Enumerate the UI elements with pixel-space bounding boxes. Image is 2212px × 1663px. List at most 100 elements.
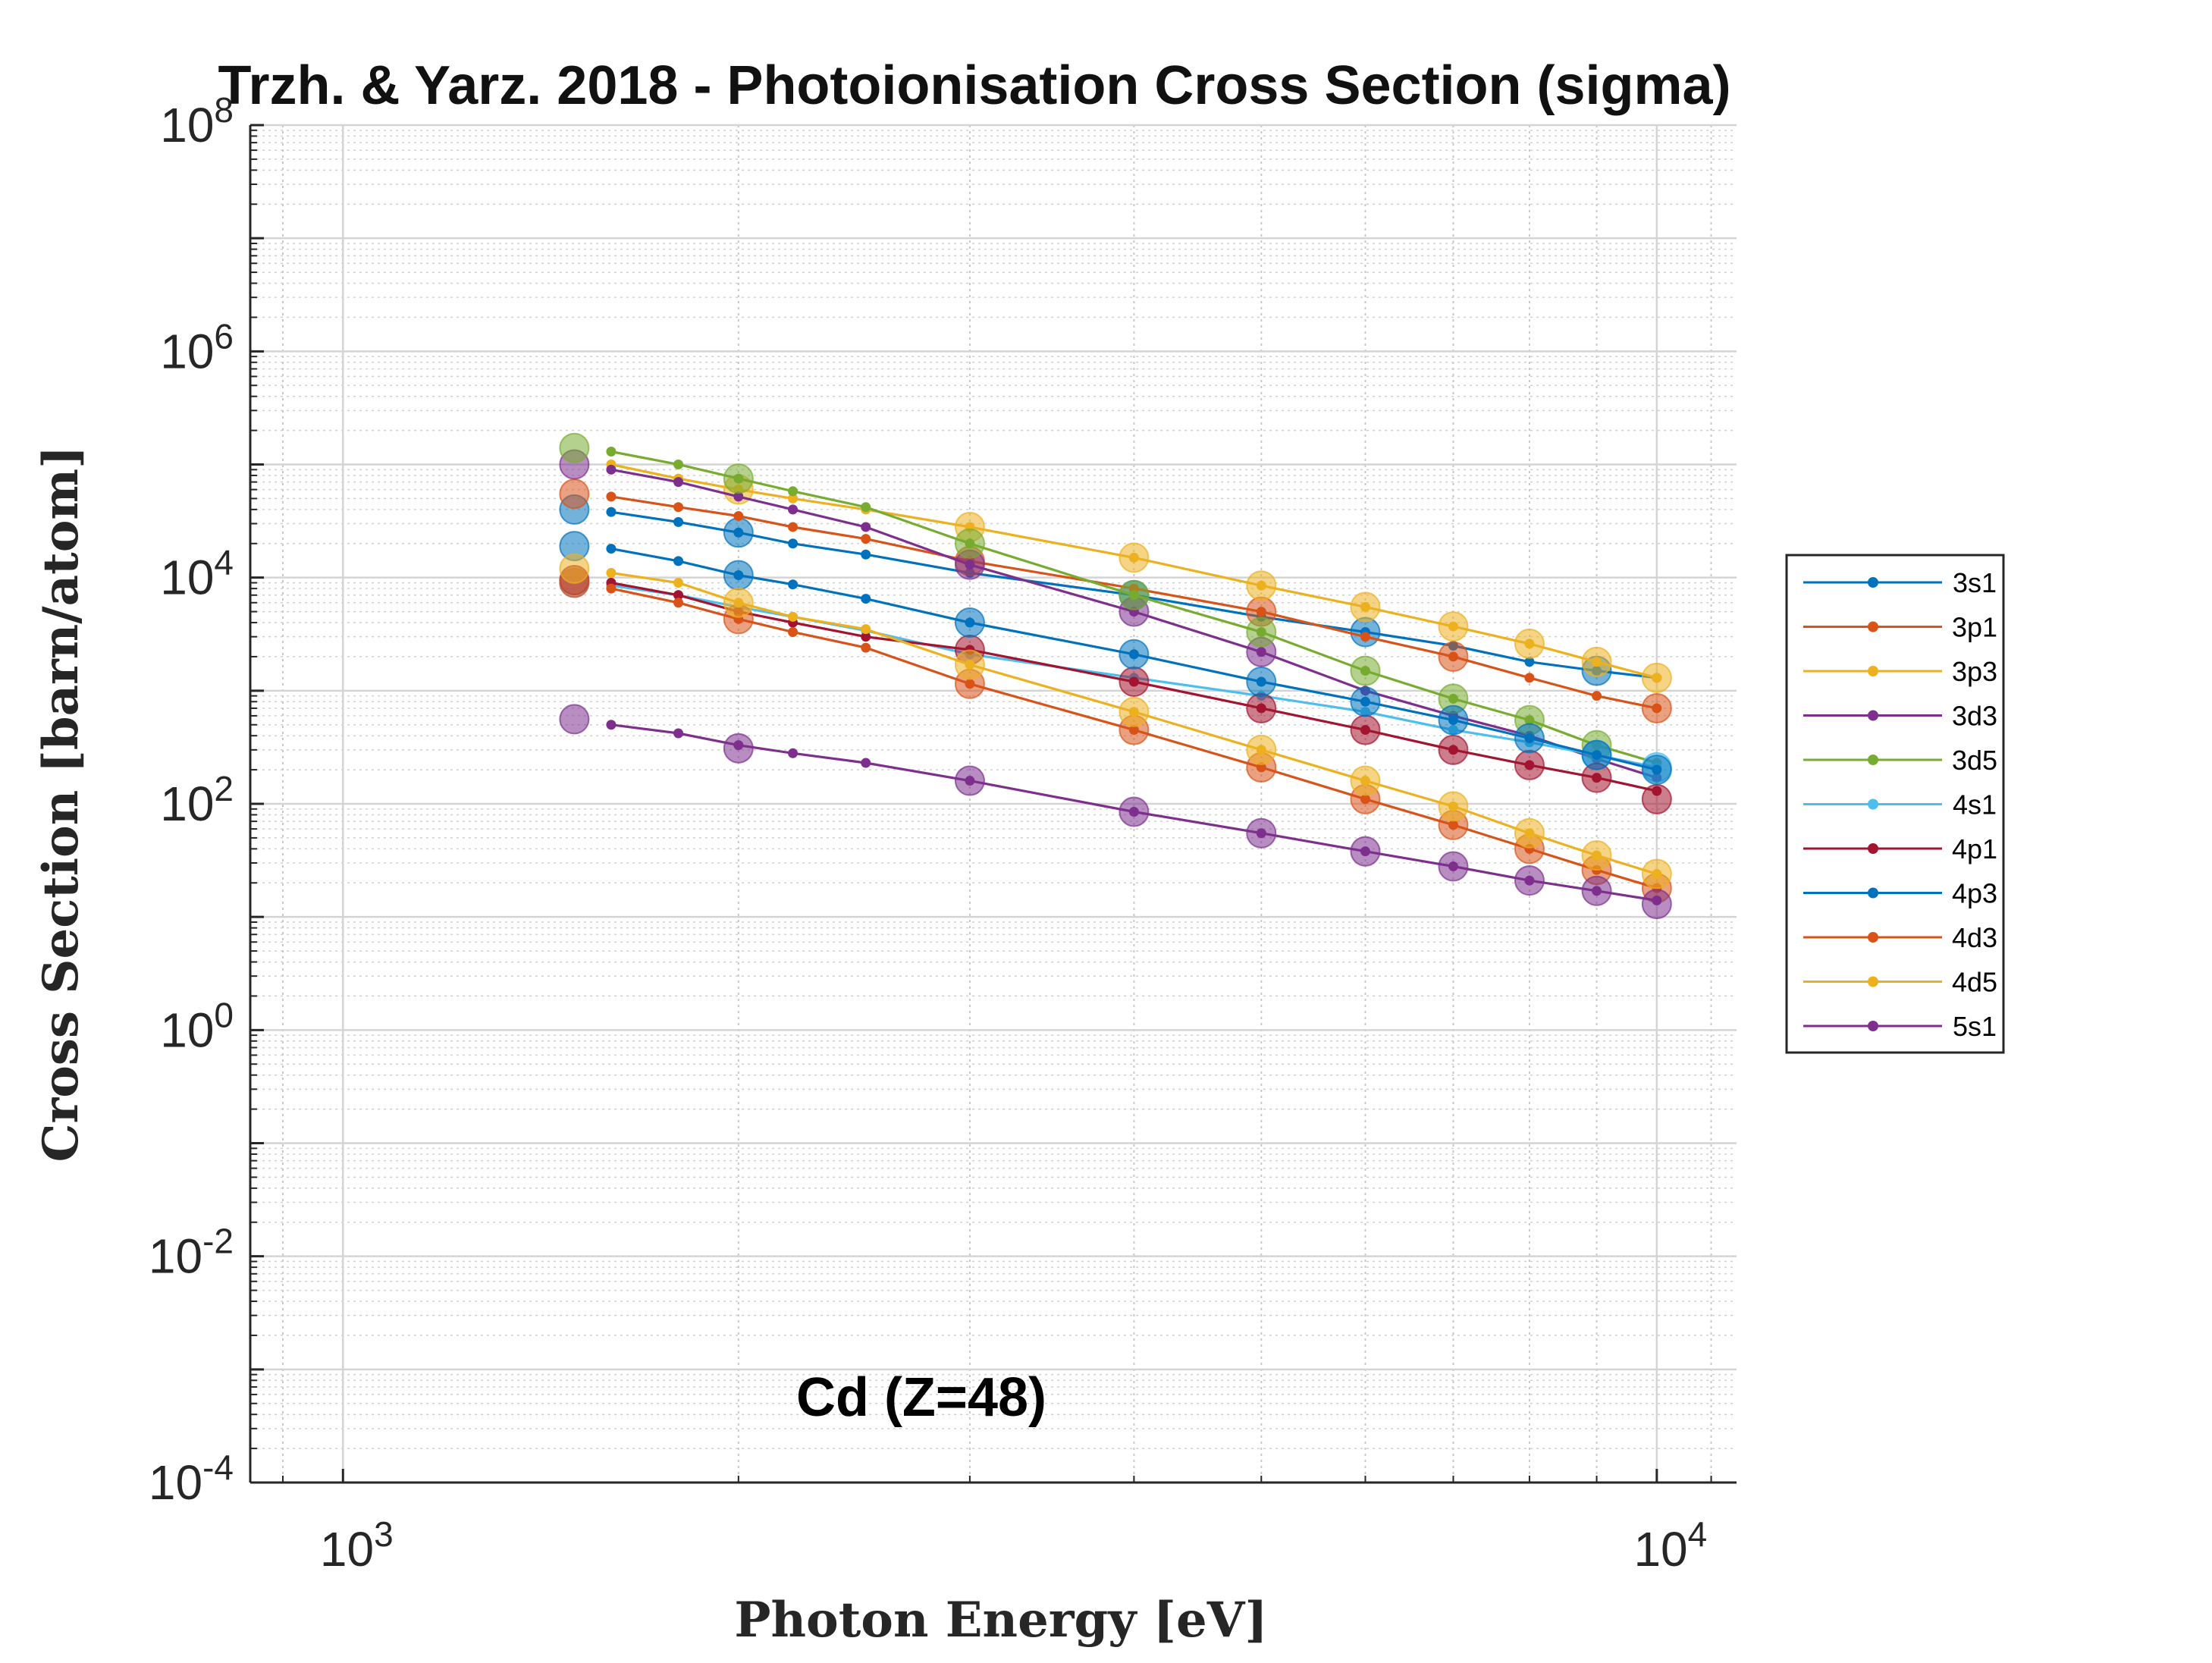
chart-annotation: Cd (Z=48) bbox=[796, 1367, 1046, 1428]
legend-item-4d3: 4d3 bbox=[1803, 922, 1997, 953]
reference-marker-4p3 bbox=[1641, 755, 1672, 786]
legend-item-4p1: 4p1 bbox=[1803, 833, 1997, 864]
data-point-4p3 bbox=[673, 556, 684, 566]
legend-item-5s1: 5s1 bbox=[1803, 1011, 1997, 1042]
axes-layer bbox=[249, 124, 1737, 1484]
data-point-4p1 bbox=[861, 632, 871, 642]
reference-marker-3d5 bbox=[1246, 617, 1277, 648]
legend-label-3p1: 3p1 bbox=[1952, 612, 1997, 643]
data-point-4d3 bbox=[606, 583, 617, 594]
x-tick-labels: 103 104 bbox=[320, 1514, 1707, 1577]
data-point-4p3 bbox=[606, 544, 617, 554]
data-point-3s1 bbox=[673, 516, 684, 527]
data-point-4p3 bbox=[788, 579, 799, 590]
reference-marker-3d5 bbox=[559, 432, 590, 463]
data-point-4d5 bbox=[861, 624, 871, 635]
y-tick-label: 104 bbox=[160, 543, 234, 605]
legend-item-3d3: 3d3 bbox=[1803, 701, 1997, 732]
legend-label-3d5: 3d5 bbox=[1952, 745, 1997, 776]
reference-marker-4p1 bbox=[1350, 714, 1381, 745]
reference-marker-4p3 bbox=[954, 607, 985, 639]
legend-label-5s1: 5s1 bbox=[1953, 1011, 1997, 1042]
reference-marker-3p3 bbox=[1119, 542, 1150, 573]
legend-item-3d5: 3d5 bbox=[1803, 745, 1997, 776]
reference-marker-3p3 bbox=[1581, 646, 1612, 677]
reference-marker-5s1 bbox=[1246, 817, 1277, 849]
reference-marker-4p1 bbox=[1119, 667, 1150, 698]
legend-label-4d5: 4d5 bbox=[1952, 967, 1997, 998]
data-point-3p1 bbox=[606, 491, 617, 502]
data-point-4p1 bbox=[673, 590, 684, 601]
y-axis-label: Cross Section [barn/atom] bbox=[33, 446, 89, 1163]
reference-marker-4p3 bbox=[1514, 723, 1545, 754]
reference-marker-3p3 bbox=[1246, 570, 1277, 601]
reference-marker-5s1 bbox=[1581, 875, 1612, 906]
data-point-3d5 bbox=[788, 486, 799, 497]
reference-marker-4d5 bbox=[1581, 840, 1612, 871]
y-tick-label: 102 bbox=[160, 769, 234, 831]
reference-marker-4d5 bbox=[1246, 734, 1277, 765]
y-tick-label: 10-4 bbox=[149, 1448, 234, 1510]
reference-marker-3p3 bbox=[1514, 628, 1545, 659]
reference-marker-4p3 bbox=[1119, 639, 1150, 670]
reference-marker-4p1 bbox=[1438, 734, 1469, 765]
x-tick-label: 104 bbox=[1633, 1514, 1707, 1577]
data-point-4p3 bbox=[861, 594, 871, 604]
reference-marker-4p3 bbox=[1350, 686, 1381, 717]
data-point-3d5 bbox=[606, 447, 617, 457]
series-layer bbox=[559, 432, 1672, 920]
reference-marker-5s1 bbox=[954, 765, 985, 796]
reference-marker-3d5 bbox=[1119, 579, 1150, 610]
data-point-3p1 bbox=[733, 511, 744, 522]
reference-marker-5s1 bbox=[1119, 796, 1150, 827]
reference-marker-3d5 bbox=[723, 463, 754, 494]
legend-label-3p3: 3p3 bbox=[1952, 656, 1997, 687]
data-point-3s1 bbox=[606, 507, 617, 517]
reference-marker-5s1 bbox=[1350, 836, 1381, 867]
legend-label-4s1: 4s1 bbox=[1953, 789, 1997, 821]
series-3d5 bbox=[559, 432, 1662, 768]
legend-swatch-marker bbox=[1868, 755, 1878, 765]
series-5s1 bbox=[559, 704, 1672, 920]
data-point-4d3 bbox=[673, 598, 684, 608]
legend-item-3p3: 3p3 bbox=[1803, 656, 1997, 687]
reference-marker-5s1 bbox=[1438, 851, 1469, 882]
legend-swatch-marker bbox=[1868, 887, 1878, 899]
reference-marker-3p3 bbox=[1641, 662, 1672, 693]
data-point-3d3 bbox=[606, 464, 617, 475]
reference-marker-4d5 bbox=[1438, 791, 1469, 822]
legend-label-4d3: 4d3 bbox=[1952, 922, 1997, 953]
y-tick-label: 106 bbox=[160, 316, 234, 378]
reference-marker-4p1 bbox=[1641, 783, 1672, 814]
y-tick-labels: 10-4 10-2 100 102 104 106 108 bbox=[149, 90, 234, 1510]
data-point-4d3 bbox=[788, 626, 799, 637]
reference-marker-4d5 bbox=[1350, 765, 1381, 796]
reference-marker-3p1 bbox=[1438, 641, 1469, 672]
legend-swatch-marker bbox=[1868, 666, 1878, 676]
legend-swatch-marker bbox=[1868, 843, 1878, 854]
reference-marker-4p1 bbox=[1514, 749, 1545, 780]
legend-swatch-marker bbox=[1868, 621, 1878, 632]
reference-marker-3p1 bbox=[1641, 692, 1672, 723]
reference-marker-4d5 bbox=[559, 553, 590, 584]
series-4p3 bbox=[559, 531, 1672, 786]
legend-swatch-marker bbox=[1868, 799, 1878, 810]
data-point-3p1 bbox=[1360, 632, 1370, 642]
reference-marker-4p3 bbox=[1438, 704, 1469, 736]
reference-marker-5s1 bbox=[559, 704, 590, 735]
data-point-3s1 bbox=[788, 538, 799, 549]
reference-marker-4p3 bbox=[1581, 739, 1612, 770]
data-point-3p1 bbox=[788, 522, 799, 532]
legend-label-3d3: 3d3 bbox=[1952, 701, 1997, 732]
reference-marker-4d5 bbox=[1119, 696, 1150, 727]
legend-item-4s1: 4s1 bbox=[1803, 789, 1997, 821]
legend-swatch-marker bbox=[1868, 976, 1878, 987]
y-tick-label: 10-2 bbox=[149, 1222, 234, 1284]
reference-marker-3p3 bbox=[1438, 611, 1469, 642]
reference-marker-4p3 bbox=[723, 560, 754, 591]
data-point-3p3 bbox=[788, 493, 799, 504]
reference-marker-4d5 bbox=[723, 587, 754, 618]
data-point-4d5 bbox=[673, 577, 684, 588]
legend-item-3s1: 3s1 bbox=[1803, 567, 1997, 598]
